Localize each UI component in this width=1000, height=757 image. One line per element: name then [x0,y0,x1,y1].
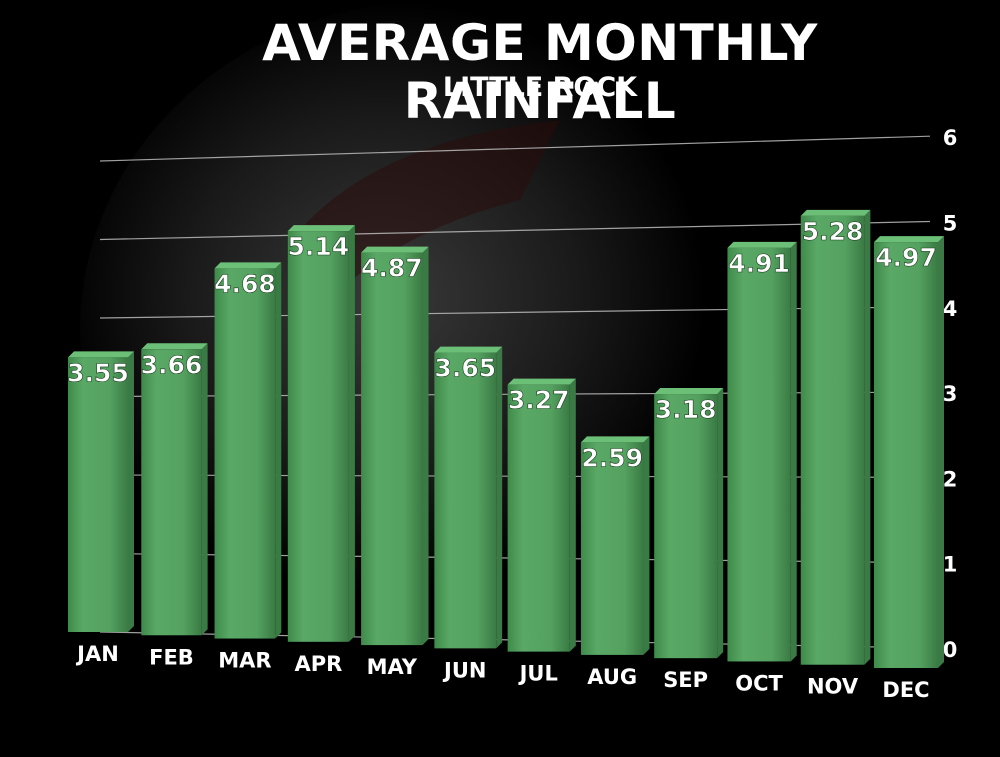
bar-side [864,209,871,665]
x-tick-label: FEB [149,645,194,669]
bar [287,231,349,642]
y-tick-label: 1 [943,553,958,577]
y-tick-label: 6 [943,126,958,150]
bar-side [643,436,650,655]
bar-group [800,209,871,665]
bar-group [874,236,944,668]
bar-group [727,241,797,662]
bar-group [507,378,576,652]
bar-top [214,262,282,269]
bar [507,384,570,652]
bar-side [422,246,429,646]
data-label: 4.91 [728,249,790,278]
y-tick-label: 4 [943,297,958,321]
x-tick-label: DEC [882,678,929,702]
x-tick-label: APR [294,652,342,676]
bar-top [727,241,797,248]
bar-side [348,225,355,642]
bar-group [361,246,429,646]
bar-top [434,346,503,353]
bar-top [141,343,208,350]
x-axis-ticks: JAN FEB MAR APR MAY JUN JUL AUG SEP OCT NOV DEC [75,642,929,702]
x-tick-label: MAY [367,655,418,679]
x-tick-label: JUL [518,662,558,686]
bar-top [800,209,871,216]
bar-top [507,378,576,385]
bar-top [874,236,944,243]
bar-group [580,436,650,655]
bar-group [654,388,724,659]
bar [361,252,423,646]
x-tick-label: OCT [735,671,783,695]
x-tick-label: JAN [75,642,119,666]
bar-top [654,388,724,395]
y-tick-label: 2 [943,467,958,491]
bar-side [128,351,134,632]
bar-group [287,225,355,642]
bar-group [214,262,282,639]
data-label: 5.28 [802,217,864,246]
bar-top [580,436,650,443]
data-label: 4.97 [875,243,937,272]
y-tick-label: 5 [943,212,958,236]
data-label: 4.87 [361,254,423,283]
x-tick-label: MAR [218,649,271,673]
bar-top [68,351,134,358]
data-label: 3.66 [141,350,203,379]
y-axis-ticks: 0 1 2 3 4 5 6 [943,126,958,662]
chart-subtitle: LITTLE ROCK [442,72,638,103]
bar-side [275,262,282,639]
data-label: 3.18 [655,395,717,424]
data-label: 5.14 [288,232,350,261]
bar-top [287,225,355,232]
x-tick-label: AUG [587,665,637,689]
bar [874,242,938,668]
gridline [99,220,931,241]
chart-title: AVERAGE MONTHLY RAINFALL [262,14,818,130]
y-tick-label: 3 [943,382,958,406]
gridline [99,135,931,162]
data-label: 4.68 [214,269,276,298]
bar-side [790,241,797,662]
bar [654,394,718,659]
bars: 3.55 3.66 4.68 5.14 4.87 3.65 3.27 2.59 3.18 4.91… [67,209,944,668]
bar [214,268,276,639]
bar [580,442,644,655]
data-label: 3.27 [508,386,570,415]
bar [141,349,202,636]
bar [68,357,128,632]
x-tick-label: JUN [442,658,486,682]
x-tick-label: SEP [663,668,708,692]
data-label: 2.59 [581,443,643,472]
bar-side [201,343,208,636]
bar-side [717,388,724,659]
data-label: 3.65 [434,354,496,383]
bar-group [141,343,208,636]
bar [800,215,865,665]
bar-side [569,378,576,652]
bar-side [496,346,503,649]
bar-side [938,236,944,668]
bar [434,352,497,649]
bar-group [434,346,503,649]
y-tick-label: 0 [943,638,958,662]
bar [727,247,791,662]
bar-group [68,351,134,632]
data-label: 3.55 [67,358,129,387]
x-tick-label: NOV [807,675,859,699]
bar-top [361,246,429,253]
